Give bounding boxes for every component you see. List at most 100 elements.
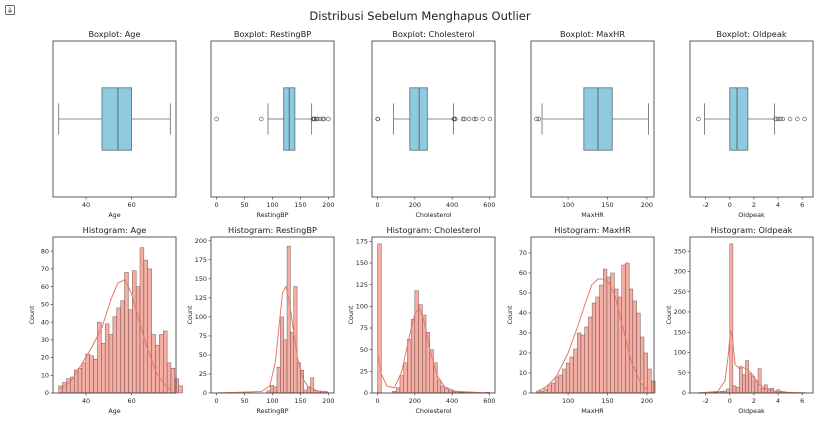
y-tick-label: 20	[519, 349, 527, 357]
histogram-bar	[128, 309, 133, 394]
x-tick-label: 400	[446, 397, 458, 405]
histogram-bar	[606, 276, 611, 394]
outlier-point	[453, 116, 458, 122]
outlier-point	[214, 116, 219, 122]
histogram-bar	[159, 334, 164, 394]
histogram-bar	[729, 243, 734, 394]
y-tick-label: 20	[41, 354, 49, 362]
y-tick-label: 25	[360, 368, 368, 376]
x-tick-label: 100	[562, 397, 574, 405]
x-tick-label: 60	[128, 397, 136, 405]
histogram-bar	[554, 376, 559, 394]
subplot-title: Histogram: MaxHR	[554, 225, 631, 235]
x-tick-label: 400	[446, 201, 458, 209]
histogram-bar	[745, 360, 749, 394]
histogram-bar	[147, 268, 152, 394]
subplot-7: Histogram: Cholesterol Cholesterol 0 25 50 75…	[347, 225, 496, 415]
y-tick-label: 60	[519, 269, 527, 277]
x-tick-label: 0	[376, 201, 380, 209]
x-tick-label: 200	[409, 201, 421, 209]
y-tick-label: 200	[674, 308, 686, 316]
histogram-bar	[407, 339, 412, 394]
histogram-bar	[739, 366, 743, 394]
x-tick-label: -2	[702, 201, 708, 209]
y-tick-label: 0	[203, 389, 207, 397]
histogram-bar	[124, 272, 129, 394]
histogram-bar	[116, 307, 121, 394]
histogram-bar	[151, 334, 156, 394]
x-tick-label: 40	[82, 201, 90, 209]
subplot-title: Boxplot: Oldpeak	[716, 29, 786, 39]
x-tick-label: 6	[800, 201, 804, 209]
histogram-bar	[403, 362, 408, 394]
y-tick-label: 300	[674, 268, 686, 276]
outlier-point	[780, 116, 786, 122]
x-tick-label: 60	[128, 201, 136, 209]
histogram-bar	[562, 368, 567, 394]
histogram-bar	[66, 378, 71, 394]
histogram-bar	[174, 378, 179, 394]
x-tick-label: 600	[483, 201, 495, 209]
outlier-point	[787, 116, 793, 122]
y-tick-label: 80	[41, 247, 49, 255]
x-tick-label: 200	[641, 201, 653, 209]
x-tick-label: 2	[752, 201, 756, 209]
subplot-8: Histogram: MaxHR MaxHR 0 10 20 30 40 50 60 70 Coun…	[506, 225, 656, 415]
y-tick-label: 50	[41, 301, 49, 309]
x-tick-label: 0	[376, 397, 380, 405]
histogram-bar	[139, 247, 145, 394]
kde-curve	[58, 278, 171, 390]
output-scroll-icon[interactable]	[4, 4, 16, 16]
histogram-bar	[726, 388, 730, 394]
histogram-bar	[573, 348, 578, 394]
x-tick-label: 200	[322, 397, 334, 405]
y-tick-label: 40	[41, 318, 49, 326]
histogram-bar	[757, 368, 762, 394]
x-tick-label: 50	[240, 397, 248, 405]
x-tick-label: 2	[752, 397, 756, 405]
subplot-title: Boxplot: Cholesterol	[392, 29, 474, 39]
histogram-bar	[155, 344, 160, 394]
histogram-bar	[89, 355, 94, 394]
y-tick-label: 60	[41, 283, 49, 291]
y-axis-label: Count	[665, 305, 673, 324]
histogram-bar	[440, 385, 445, 394]
histogram-bar	[742, 374, 746, 394]
x-axis-label: MaxHR	[581, 211, 604, 219]
y-tick-label: 10	[519, 369, 527, 377]
histogram-bar	[577, 332, 582, 394]
outlier-point	[310, 116, 315, 122]
x-tick-label: 150	[601, 201, 613, 209]
outlier-point	[320, 116, 326, 122]
outlier-point	[326, 116, 331, 122]
histogram-bar	[418, 304, 423, 394]
histogram-bar	[280, 316, 284, 394]
y-tick-label: 200	[195, 237, 207, 245]
histogram-bar	[748, 373, 752, 394]
y-tick-label: 175	[195, 256, 207, 264]
y-tick-label: 30	[41, 336, 49, 344]
subplot-0: Boxplot: Age Age 40 60	[52, 29, 177, 219]
histogram-bar	[170, 367, 176, 394]
histogram-bar	[625, 262, 630, 394]
y-tick-label: 75	[199, 332, 207, 340]
outlier-point	[259, 116, 264, 122]
y-tick-label: 50	[519, 289, 527, 297]
histogram-bar	[104, 323, 110, 394]
histogram-bar	[732, 385, 737, 394]
histogram-bar	[293, 286, 298, 394]
kde-curve	[698, 330, 805, 394]
histogram-bar	[414, 290, 419, 394]
x-tick-label: 0	[728, 201, 732, 209]
x-tick-label: 600	[483, 397, 495, 405]
axes-frame	[371, 40, 496, 198]
outlier-point	[536, 116, 542, 122]
y-tick-label: 100	[356, 303, 368, 311]
histogram-bar	[101, 343, 106, 394]
x-tick-label: 100	[562, 201, 574, 209]
x-axis-label: MaxHR	[581, 407, 604, 415]
histogram-bar	[543, 388, 548, 394]
iqr-box	[409, 87, 428, 151]
iqr-box	[729, 87, 749, 151]
